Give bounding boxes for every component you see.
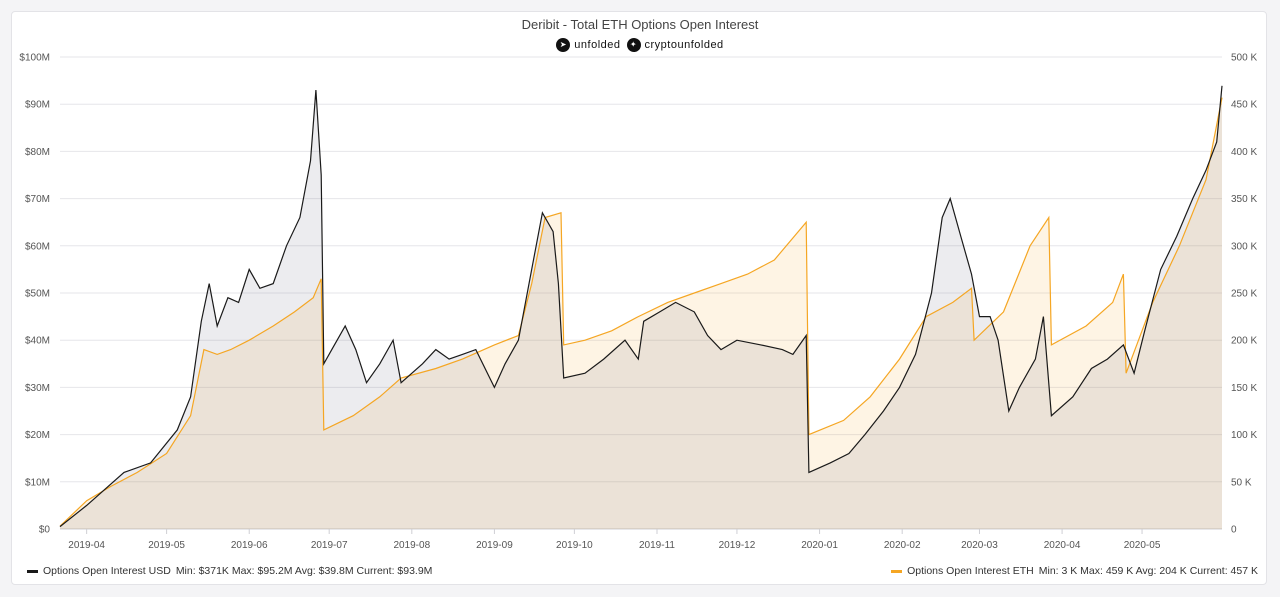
x-tick-label: 2019-12 xyxy=(719,540,756,551)
eth-series-line xyxy=(59,97,1223,527)
y-right-tick-label: 300 K xyxy=(1231,241,1257,252)
y-right-tick-label: 350 K xyxy=(1231,194,1257,205)
y-left-tick-label: $90M xyxy=(25,100,50,111)
legend-usd-name: Options Open Interest USD xyxy=(43,565,171,577)
legend-usd[interactable]: Options Open Interest USD Min: $371K Max… xyxy=(27,565,432,577)
y-left-tick-label: $40M xyxy=(25,336,50,347)
x-tick-label: 2019-05 xyxy=(148,540,185,551)
y-right-tick-label: 250 K xyxy=(1231,289,1257,300)
legend-eth-swatch xyxy=(891,569,903,573)
legend-eth-stats: Min: 3 K Max: 459 K Avg: 204 K Current: … xyxy=(1038,565,1258,577)
y-left-tick-label: $100M xyxy=(19,53,50,64)
y-right-tick-label: 450 K xyxy=(1231,100,1257,111)
y-left-tick-label: $0 xyxy=(39,525,51,536)
x-tick-label: 2019-09 xyxy=(476,540,513,551)
usd-series-line xyxy=(59,85,1223,528)
y-left-tick-label: $50M xyxy=(25,289,50,300)
legend-usd-swatch xyxy=(27,569,38,573)
x-tick-label: 2019-10 xyxy=(556,540,593,551)
y-left-tick-label: $70M xyxy=(25,194,50,205)
legend-eth-name: Options Open Interest ETH xyxy=(907,565,1034,577)
x-tick-label: 2019-11 xyxy=(639,540,675,551)
x-tick-label: 2020-05 xyxy=(1124,540,1161,551)
brand-twitter-label: cryptounfolded xyxy=(644,39,724,51)
legend-usd-stats: Min: $371K Max: $95.2M Avg: $39.8M Curre… xyxy=(175,565,433,577)
brand-telegram-label: unfolded xyxy=(574,39,621,51)
x-tick-label: 2019-08 xyxy=(393,540,430,551)
legend-eth[interactable]: Options Open Interest ETH Min: 3 K Max: … xyxy=(891,565,1258,577)
brand-telegram[interactable]: ➤ unfolded xyxy=(556,38,620,52)
x-tick-label: 2020-04 xyxy=(1044,540,1081,551)
brand-twitter[interactable]: ✦ cryptounfolded xyxy=(626,38,724,52)
y-left-tick-label: $20M xyxy=(25,430,50,441)
chart-card xyxy=(11,11,1267,585)
y-left-tick-label: $80M xyxy=(25,147,50,158)
brand-row: ➤ unfolded ✦ cryptounfolded xyxy=(0,38,1280,52)
x-tick-label: 2020-01 xyxy=(801,540,838,551)
twitter-icon: ✦ xyxy=(626,38,641,52)
y-right-tick-label: 400 K xyxy=(1231,147,1257,158)
x-tick-label: 2019-06 xyxy=(231,540,268,551)
usd-area xyxy=(60,85,1222,530)
y-right-tick-label: 200 K xyxy=(1231,336,1257,347)
eth-area xyxy=(60,97,1222,529)
y-right-tick-label: 50 K xyxy=(1231,477,1252,488)
y-right-tick-label: 100 K xyxy=(1231,430,1257,441)
x-tick-label: 2020-03 xyxy=(961,540,998,551)
y-left-tick-label: $10M xyxy=(25,477,50,488)
telegram-icon: ➤ xyxy=(556,38,571,52)
x-tick-label: 2020-02 xyxy=(884,540,921,551)
x-tick-label: 2019-07 xyxy=(311,540,348,551)
y-right-tick-label: 500 K xyxy=(1231,53,1257,64)
chart-title: Deribit - Total ETH Options Open Interes… xyxy=(521,17,759,32)
y-right-tick-label: 150 K xyxy=(1231,383,1257,394)
x-tick-label: 2019-04 xyxy=(68,540,105,551)
y-right-tick-label: 0 xyxy=(1231,525,1237,536)
y-left-tick-label: $30M xyxy=(25,383,50,394)
y-left-tick-label: $60M xyxy=(25,241,50,252)
